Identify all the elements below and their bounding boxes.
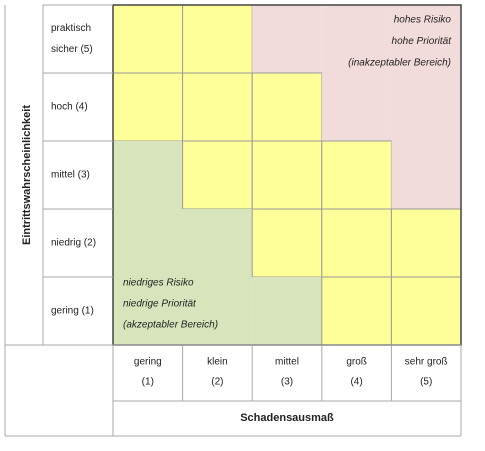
column-label: (1)	[142, 377, 154, 388]
row-label: sicher (5)	[51, 44, 93, 55]
column-label: groß	[346, 357, 367, 368]
column-label: mittel	[275, 357, 299, 368]
cell	[182, 72, 253, 142]
row-label: praktisch	[51, 23, 91, 34]
cell	[113, 141, 183, 209]
cell	[251, 208, 323, 278]
cell	[391, 5, 461, 73]
zone-label: niedriges Risiko	[123, 278, 194, 289]
cell	[112, 72, 184, 142]
row-label: gering (1)	[51, 306, 94, 317]
zone-label: (inakzeptabler Bereich)	[348, 58, 451, 69]
cell	[390, 276, 462, 346]
zone-label: niedrige Priorität	[123, 299, 197, 310]
row-label: mittel (3)	[51, 170, 90, 181]
cell	[252, 277, 322, 345]
cell	[391, 141, 461, 209]
column-label: gering	[134, 357, 162, 368]
cell	[321, 208, 392, 278]
cell	[252, 5, 322, 73]
cell	[113, 277, 183, 345]
zone-label: (akzeptabler Bereich)	[123, 320, 218, 331]
cell	[182, 4, 253, 74]
cell	[321, 140, 392, 210]
column-label: (4)	[350, 377, 362, 388]
column-label: sehr groß	[405, 357, 448, 368]
cell	[251, 140, 323, 210]
cell	[251, 72, 323, 142]
cell	[321, 276, 392, 346]
cell	[391, 73, 461, 141]
zone-label: hohe Priorität	[392, 36, 453, 47]
y-axis-title: Eintrittswahrscheinlichkeit	[21, 105, 33, 245]
cell	[112, 4, 184, 74]
x-axis-title: Schadensausmaß	[240, 412, 334, 424]
zone-label: hohes Risiko	[394, 15, 452, 26]
column-label: (2)	[211, 377, 223, 388]
cell	[321, 5, 392, 73]
cell	[182, 277, 253, 345]
column-label: (5)	[420, 377, 432, 388]
column-label: klein	[207, 357, 228, 368]
cell	[182, 209, 253, 277]
cell	[390, 208, 462, 278]
row-label: hoch (4)	[51, 102, 88, 113]
row-label: niedrig (2)	[51, 238, 96, 249]
cell	[113, 209, 183, 277]
cell	[321, 73, 392, 141]
cell	[182, 140, 253, 210]
column-label: (3)	[281, 377, 293, 388]
